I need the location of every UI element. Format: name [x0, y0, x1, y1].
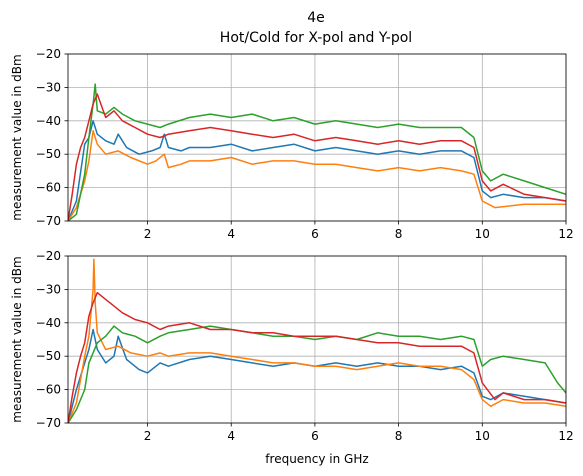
bottom-xlabel: frequency in GHz: [265, 452, 368, 466]
top-xtick-label-4: 4: [227, 227, 235, 241]
bottom-chart: 2 4 6 8 10 12 −70 −60 −50 −40 −30 −20 measurement va…: [10, 249, 574, 466]
bottom-ylabel: measurement value in dBm: [10, 256, 24, 422]
top-series-line-3: [68, 83, 566, 221]
top-ytick-label--20: −20: [36, 47, 61, 61]
top-ytick-label--70: −70: [36, 214, 61, 228]
bottom-series-line-1: [68, 328, 566, 423]
bottom-xtick-label-10: 10: [475, 429, 490, 443]
top-xtick-label-10: 10: [475, 227, 490, 241]
top-xtick-label-2: 2: [144, 227, 152, 241]
bottom-series-line-4: [68, 291, 566, 423]
top-ytick-label--60: −60: [36, 181, 61, 195]
bottom-series-line-2: [68, 258, 566, 423]
top-ytick-label--40: −40: [36, 114, 61, 128]
bottom-axes-frame: [67, 255, 567, 424]
top-ylabel: measurement value in dBm: [10, 54, 24, 220]
top-axes-frame: [67, 53, 567, 222]
bottom-ytick-label--60: −60: [36, 383, 61, 397]
bottom-xtick-label-12: 12: [558, 429, 573, 443]
bottom-series-line-3: [68, 325, 566, 423]
top-series-line-2: [68, 130, 566, 221]
figure-title-line1: 4e: [307, 10, 325, 26]
top-ytick-label--30: −30: [36, 80, 61, 94]
bottom-xtick-label-8: 8: [395, 429, 403, 443]
bottom-xtick-label-2: 2: [144, 429, 152, 443]
bottom-xtick-label-6: 6: [311, 429, 319, 443]
bottom-ytick-label--70: −70: [36, 416, 61, 430]
top-chart: 2 4 6 8 10 12 −70 −60 −50 −40 −30 −20 measurement va…: [10, 47, 574, 241]
top-series-line-4: [68, 93, 566, 221]
bottom-xtick-label-4: 4: [227, 429, 235, 443]
figure-title-line2: Hot/Cold for X-pol and Y-pol: [220, 30, 412, 46]
top-series-line-1: [68, 120, 566, 221]
top-xtick-label-12: 12: [558, 227, 573, 241]
top-ytick-label--50: −50: [36, 147, 61, 161]
top-xtick-label-8: 8: [395, 227, 403, 241]
bottom-series-group: [68, 258, 566, 423]
bottom-ytick-label--20: −20: [36, 249, 61, 263]
top-series-group: [68, 83, 566, 221]
bottom-ytick-label--40: −40: [36, 316, 61, 330]
bottom-ytick-label--30: −30: [36, 282, 61, 296]
bottom-ytick-label--50: −50: [36, 349, 61, 363]
top-xtick-label-6: 6: [311, 227, 319, 241]
